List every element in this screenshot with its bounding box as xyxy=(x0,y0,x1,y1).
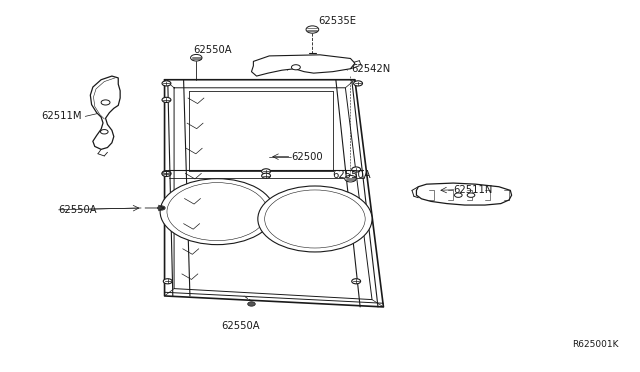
Circle shape xyxy=(100,129,108,134)
Text: 62550A: 62550A xyxy=(333,170,371,180)
Polygon shape xyxy=(417,183,511,205)
Text: 62542N: 62542N xyxy=(352,64,391,74)
Polygon shape xyxy=(90,76,120,149)
Circle shape xyxy=(162,81,171,86)
Text: 62535E: 62535E xyxy=(319,16,356,26)
Circle shape xyxy=(101,100,110,105)
Circle shape xyxy=(354,81,362,86)
Text: 62500: 62500 xyxy=(291,152,323,162)
Circle shape xyxy=(167,183,268,241)
Circle shape xyxy=(306,26,319,33)
Text: 62550A: 62550A xyxy=(59,205,97,215)
Circle shape xyxy=(262,173,271,178)
Text: R625001K: R625001K xyxy=(572,340,618,349)
Circle shape xyxy=(191,54,202,61)
Polygon shape xyxy=(252,55,355,76)
Text: 62550A: 62550A xyxy=(221,321,260,331)
Text: 62511N: 62511N xyxy=(453,185,493,195)
Text: 62550A: 62550A xyxy=(193,45,232,55)
Circle shape xyxy=(345,175,356,182)
Circle shape xyxy=(262,169,271,174)
Circle shape xyxy=(160,179,275,245)
Circle shape xyxy=(291,65,300,70)
Circle shape xyxy=(163,279,172,284)
Circle shape xyxy=(157,206,165,210)
Circle shape xyxy=(162,171,171,176)
Text: 62511M: 62511M xyxy=(41,111,81,121)
Circle shape xyxy=(162,97,171,102)
Circle shape xyxy=(162,171,171,176)
Circle shape xyxy=(352,279,360,284)
Circle shape xyxy=(265,190,365,248)
Circle shape xyxy=(248,302,255,306)
Circle shape xyxy=(258,186,372,252)
Circle shape xyxy=(467,193,475,198)
Circle shape xyxy=(352,167,360,172)
Circle shape xyxy=(454,193,462,198)
